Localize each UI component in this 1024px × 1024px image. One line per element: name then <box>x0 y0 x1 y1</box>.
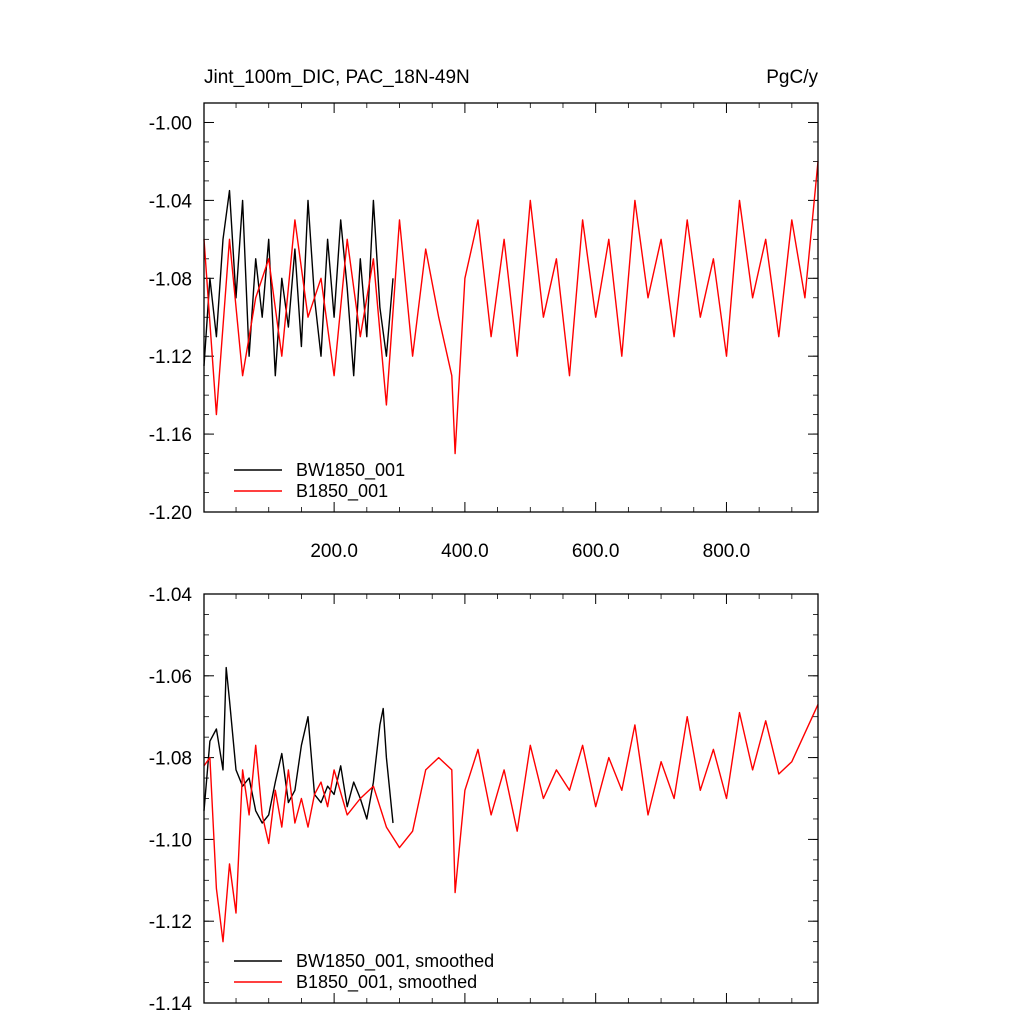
legend-label-bw1850: BW1850_001 <box>296 460 405 481</box>
bottom-chart-panel: -1.14 -1.12 -1.10 -1.08 -1.06 -1.04 BW1850_00… <box>149 585 819 1015</box>
bottom-plot-frame <box>203 593 819 1004</box>
bottom-series-line-1 <box>203 704 819 943</box>
bottom-series-line-0 <box>203 666 394 824</box>
top-series-lines <box>203 161 819 455</box>
top-chart-title: Jint_100m_DIC, PAC_18N-49N <box>204 67 470 88</box>
bottom-ytick-label: -1.08 <box>149 749 192 770</box>
bottom-series-lines <box>203 666 819 943</box>
top-ytick-label: -1.20 <box>149 503 192 524</box>
top-axis-ticks: -1.20 -1.16 -1.12 -1.08 -1.04 -1.00 200.0 400.0… <box>149 102 818 562</box>
legend-label-bw1850-smoothed: BW1850_001, smoothed <box>296 951 494 972</box>
bottom-ytick-label: -1.14 <box>149 994 193 1015</box>
top-xtick-label: 200.0 <box>310 541 358 562</box>
top-ytick-label: -1.12 <box>149 347 192 368</box>
bottom-legend: BW1850_001, smoothed B1850_001, smoothed <box>234 951 494 993</box>
bottom-axis-ticks: -1.14 -1.12 -1.10 -1.08 -1.06 -1.04 <box>149 585 818 1015</box>
bottom-ytick-label: -1.06 <box>149 667 192 688</box>
top-series-line-1 <box>203 161 819 455</box>
top-ytick-label: -1.08 <box>149 269 192 290</box>
bottom-ytick-label: -1.12 <box>149 912 192 933</box>
top-chart-units: PgC/y <box>766 67 818 88</box>
top-xtick-label: 600.0 <box>572 541 620 562</box>
top-ytick-label: -1.00 <box>149 113 192 134</box>
legend-label-b1850: B1850_001 <box>296 481 388 502</box>
top-xtick-label: 800.0 <box>703 541 751 562</box>
top-xtick-label: 400.0 <box>441 541 489 562</box>
top-legend: BW1850_001 B1850_001 <box>234 460 405 502</box>
top-series-line-0 <box>203 189 394 377</box>
bottom-ytick-label: -1.10 <box>149 830 192 851</box>
top-plot-frame <box>203 102 819 513</box>
bottom-ytick-label: -1.04 <box>149 585 193 606</box>
legend-label-b1850-smoothed: B1850_001, smoothed <box>296 972 477 993</box>
top-chart-panel: Jint_100m_DIC, PAC_18N-49N PgC/y -1.20-1… <box>149 67 819 562</box>
top-ytick-label: -1.16 <box>149 425 192 446</box>
top-ytick-label: -1.04 <box>149 191 193 212</box>
